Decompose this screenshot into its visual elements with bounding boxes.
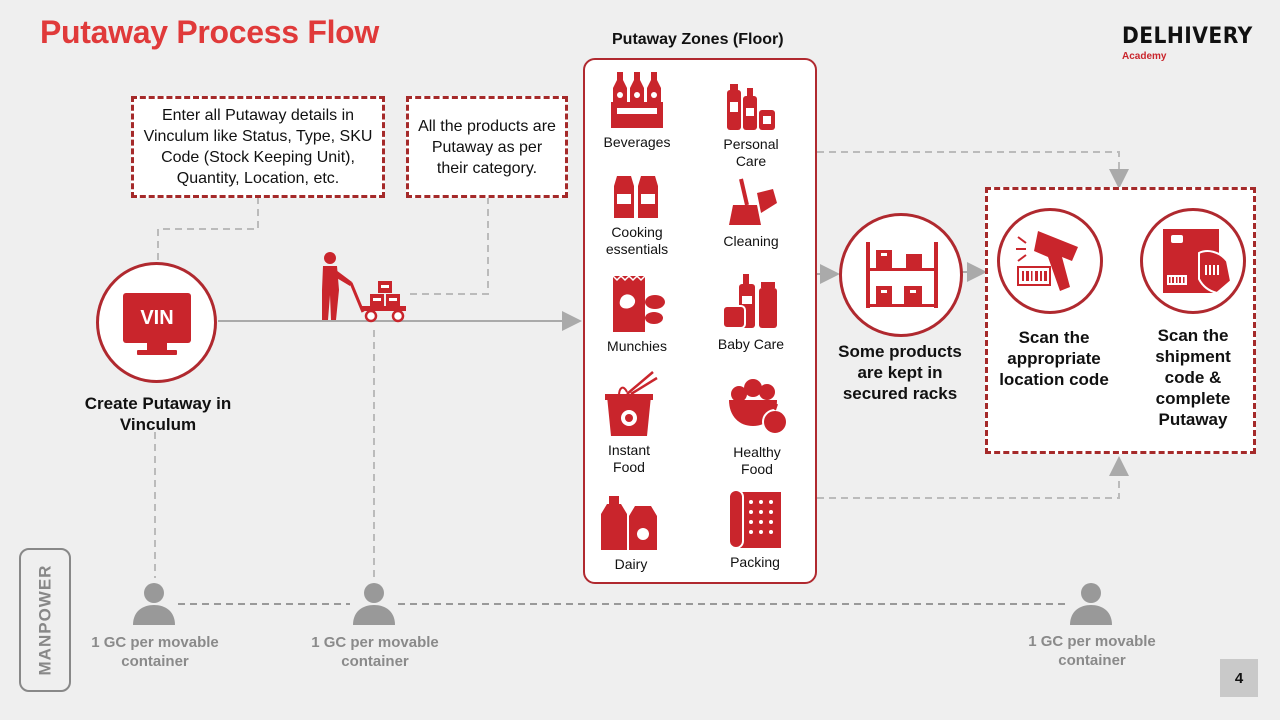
person-icon (1070, 583, 1112, 625)
page-title: Putaway Process Flow (40, 14, 380, 50)
zones-panel: Beverages Personal Care Cooking essentia… (583, 58, 817, 584)
noodles-icon (605, 371, 658, 436)
zone-personal-care: Personal Care (701, 80, 801, 170)
vin-circle: VIN (96, 262, 217, 383)
zone-dairy: Dairy (581, 492, 681, 573)
zone-label: Dairy (614, 556, 648, 572)
page-number: 4 (1220, 659, 1258, 697)
spice-jars-icon (614, 176, 658, 218)
manpower-box: MANPOWER (19, 548, 71, 692)
zone-packing: Packing (705, 486, 805, 571)
brand-sub: Academy (1122, 51, 1167, 62)
zone-label: Instant Food (607, 442, 651, 475)
zone-healthy-food: Healthy Food (707, 378, 807, 478)
racks-label: Some products are kept in secured racks (838, 342, 962, 403)
zone-label: Healthy Food (733, 444, 781, 477)
gc-label-2: 1 GC per movable container (311, 634, 439, 670)
rack-shelf-icon (866, 242, 938, 308)
zone-label: Packing (730, 554, 780, 570)
racks-circle (839, 213, 963, 337)
fruit-bowl-icon (729, 379, 788, 435)
bottles-icon (611, 72, 663, 128)
zone-baby-care: Baby Care (701, 272, 801, 353)
scan-location-circle (997, 208, 1103, 314)
chips-icon (612, 274, 665, 332)
barcode-scanner-icon (1016, 231, 1078, 291)
toiletries-icon (727, 84, 775, 130)
monitor-icon (123, 293, 191, 355)
zone-label: Baby Care (717, 336, 785, 352)
zone-label: Beverages (603, 134, 671, 150)
person-icon (133, 583, 175, 625)
brand-name: DELHIVERY (1122, 24, 1253, 49)
note-vinculum: Enter all Putaway details in Vinculum li… (131, 96, 385, 198)
baby-bottles-icon (722, 274, 777, 329)
zone-munchies: Munchies (587, 272, 687, 355)
note-category: All the products are Putaway as per thei… (406, 96, 568, 198)
brand-logo: DELHIVERY Academy (1122, 24, 1253, 62)
vin-label: Create Putaway in Vinculum (84, 394, 232, 434)
zone-label: Munchies (607, 338, 667, 354)
manpower-label: MANPOWER (35, 564, 55, 676)
scan-shipment-circle (1140, 208, 1246, 314)
zone-label: Personal Care (723, 136, 779, 169)
scan-location-label: Scan the appropriate location code (999, 328, 1109, 389)
scan-shipment-label: Scan the shipment code & complete Putawa… (1155, 326, 1231, 429)
milk-icon (601, 496, 657, 550)
zones-title: Putaway Zones (Floor) (612, 31, 784, 48)
vin-badge: VIN (140, 307, 174, 329)
gc-label-3: 1 GC per movable container (1028, 633, 1156, 669)
zone-cooking-essentials: Cooking essentials (587, 172, 687, 258)
zone-instant-food: Instant Food (579, 370, 679, 476)
trolley-worker-icon (322, 252, 406, 323)
broom-icon (729, 178, 777, 225)
parcel-scan-icon (1163, 229, 1233, 295)
zone-cleaning: Cleaning (701, 175, 801, 250)
zone-label: Cleaning (723, 233, 779, 249)
zone-label: Cooking essentials (605, 224, 669, 257)
person-icon (353, 583, 395, 625)
zone-beverages: Beverages (587, 68, 687, 151)
gc-label-1: 1 GC per movable container (91, 634, 219, 670)
bubble-wrap-icon (728, 489, 781, 549)
